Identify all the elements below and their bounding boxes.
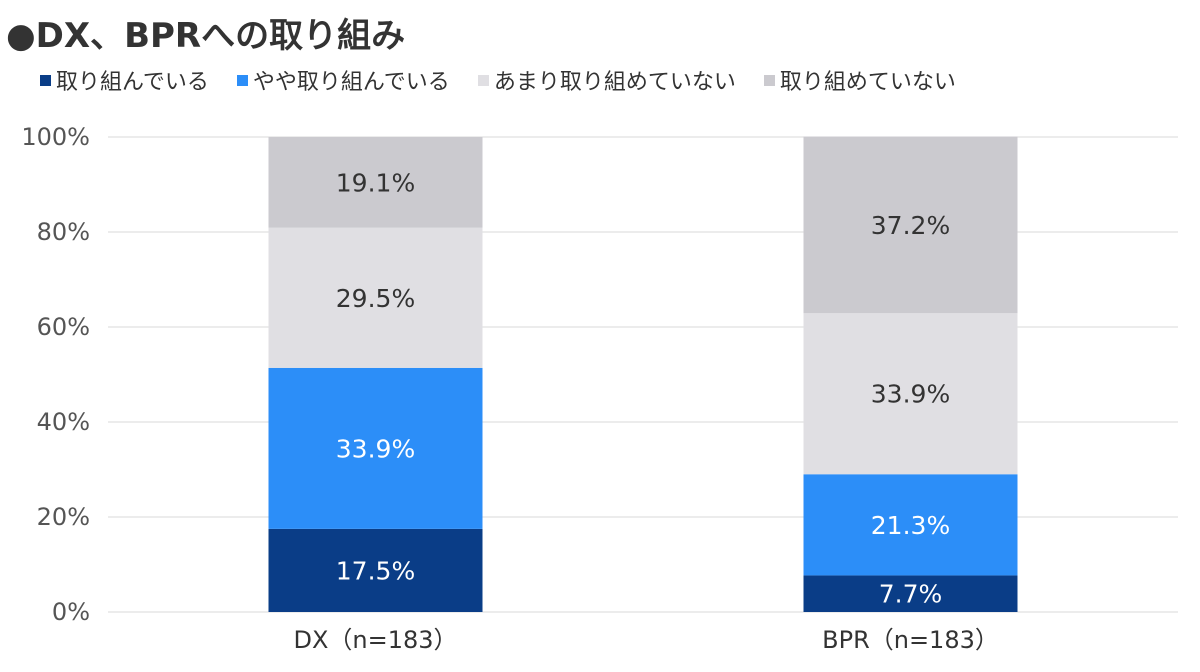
legend-item: 取り組んでいる: [40, 64, 209, 96]
legend-swatch: [40, 74, 51, 86]
bar-segment: [268, 528, 483, 612]
data-label: 33.9%: [336, 434, 415, 463]
data-label: 17.5%: [336, 556, 415, 585]
legend-swatch: [236, 74, 248, 86]
y-tick-label: 0%: [52, 598, 90, 626]
bars: [268, 136, 1018, 612]
x-category-label: DX（n=183）: [293, 626, 457, 654]
x-axis-categories: DX（n=183） BPR（n=183）: [293, 626, 998, 654]
legend-label: あまり取り組めていない: [493, 70, 736, 95]
legend-swatch: [763, 74, 775, 86]
bar-segment: [803, 575, 1018, 612]
y-tick-label: 20%: [37, 503, 90, 531]
y-tick-label: 100%: [21, 123, 90, 151]
bar-segment: [803, 313, 1018, 475]
legend-label: 取り組めていない: [779, 70, 956, 95]
data-label: 19.1%: [336, 168, 415, 197]
bar-segment: [803, 136, 1018, 314]
chart-legend: 取り組んでいる やや取り組んでいる あまり取り組めていない 取り組めていない: [40, 64, 984, 96]
legend-label: 取り組んでいる: [56, 70, 209, 95]
y-tick-label: 80%: [37, 218, 90, 246]
data-label: 29.5%: [336, 284, 415, 313]
legend-swatch: [477, 74, 489, 86]
bar-segment: [268, 227, 483, 368]
y-tick-label: 40%: [37, 408, 90, 436]
legend-label: やや取り組んでいる: [252, 70, 450, 95]
bar-segment: [268, 367, 483, 529]
data-label: 37.2%: [871, 211, 950, 240]
data-label: 7.7%: [879, 580, 943, 609]
y-axis-ticks: 0% 20% 40% 60% 80% 100%: [21, 123, 90, 626]
data-label: 33.9%: [871, 380, 950, 409]
bar-segment: [803, 474, 1018, 576]
bar-segment: [268, 137, 483, 228]
legend-item: あまり取り組めていない: [477, 64, 736, 96]
chart-title: ●DX、BPRへの取り組み: [6, 16, 406, 56]
data-label: 21.3%: [871, 511, 950, 540]
x-category-label: BPR（n=183）: [822, 626, 999, 654]
legend-item: 取り組めていない: [763, 64, 956, 96]
legend-item: やや取り組んでいる: [236, 64, 450, 96]
y-tick-label: 60%: [37, 313, 90, 341]
data-labels: 17.5% 33.9% 29.5% 19.1% 7.7% 21.3% 33.9% 37.2%: [336, 168, 950, 608]
